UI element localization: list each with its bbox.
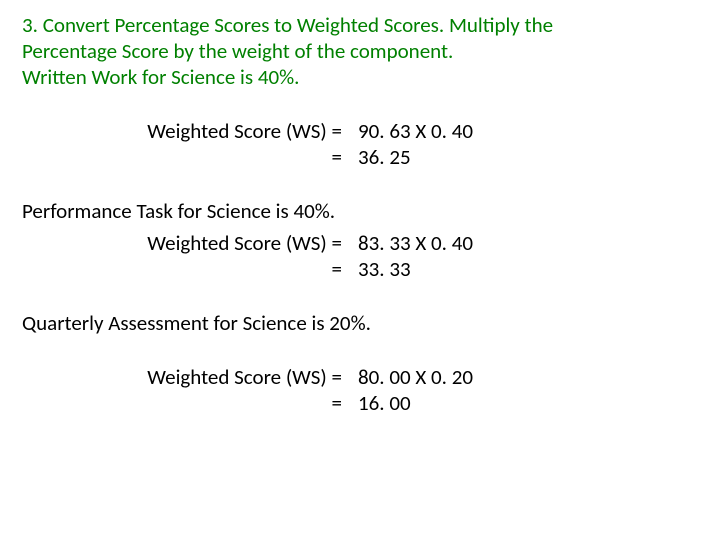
heading-line-1: 3. Convert Percentage Scores to Weighted… <box>22 12 698 38</box>
spacer <box>22 90 698 118</box>
ws2-calc-row-2: = 33. 33 <box>22 256 698 282</box>
ws1-calc-right-1: 90. 63 X 0. 40 <box>350 118 473 144</box>
ws3-calc-right-1: 80. 00 X 0. 20 <box>350 364 473 390</box>
ws2-calc-right-1: 83. 33 X 0. 40 <box>350 230 473 256</box>
spacer <box>22 170 698 198</box>
ws3-calc-row-1: Weighted Score (WS) = 80. 00 X 0. 20 <box>22 364 698 390</box>
section2-title: Performance Task for Science is 40%. <box>22 198 698 224</box>
ws2-calc-left-2: = <box>22 256 350 282</box>
heading-line-3: Written Work for Science is 40%. <box>22 64 698 90</box>
ws3-calc-row-2: = 16. 00 <box>22 390 698 416</box>
ws2-calc-row-1: Weighted Score (WS) = 83. 33 X 0. 40 <box>22 230 698 256</box>
ws1-calc-right-2: 36. 25 <box>350 144 411 170</box>
ws1-calc-left-1: Weighted Score (WS) = <box>22 118 350 144</box>
ws2-calc-left-1: Weighted Score (WS) = <box>22 230 350 256</box>
spacer <box>22 336 698 364</box>
ws3-calc-right-2: 16. 00 <box>350 390 411 416</box>
spacer <box>22 282 698 310</box>
ws3-calc-left-2: = <box>22 390 350 416</box>
ws1-calc-row-2: = 36. 25 <box>22 144 698 170</box>
ws1-calc-left-2: = <box>22 144 350 170</box>
heading-line-2: Percentage Score by the weight of the co… <box>22 38 698 64</box>
ws2-calc-right-2: 33. 33 <box>350 256 411 282</box>
ws1-calc-row-1: Weighted Score (WS) = 90. 63 X 0. 40 <box>22 118 698 144</box>
document-page: 3. Convert Percentage Scores to Weighted… <box>0 0 720 428</box>
section3-title: Quarterly Assessment for Science is 20%. <box>22 310 698 336</box>
ws3-calc-left-1: Weighted Score (WS) = <box>22 364 350 390</box>
